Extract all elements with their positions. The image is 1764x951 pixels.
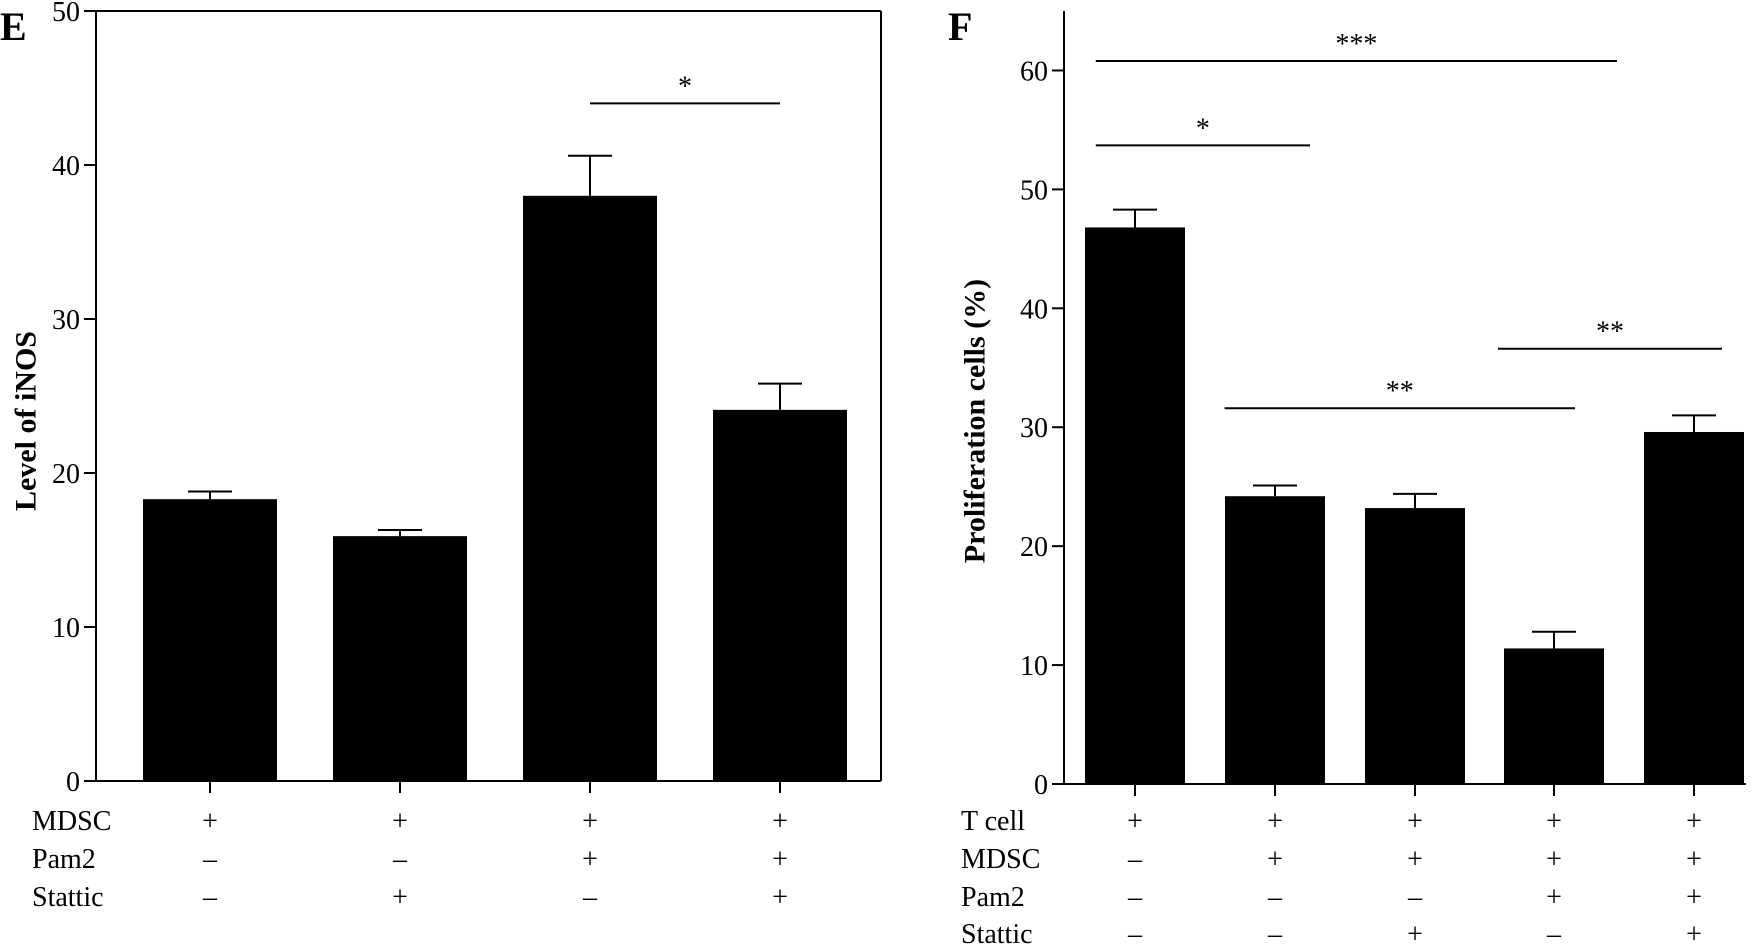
y-tick-label: 40 (1020, 294, 1048, 325)
condition-symbol: + (1546, 844, 1562, 875)
condition-symbol: – (202, 882, 218, 913)
y-tick-label: 10 (1020, 651, 1048, 682)
condition-symbol: + (772, 882, 788, 913)
condition-symbol: + (1407, 919, 1423, 950)
significance-label: ** (1596, 317, 1624, 348)
significance-label: ** (1386, 376, 1414, 407)
y-tick-label: 30 (1020, 413, 1048, 444)
y-tick-label: 10 (52, 613, 80, 644)
condition-symbol: – (1127, 919, 1143, 950)
y-tick-label: 20 (52, 459, 80, 490)
bar-1 (1085, 227, 1185, 784)
condition-symbol: + (1407, 806, 1423, 837)
panel-letter-f: F (948, 4, 972, 49)
bar-4 (713, 409, 847, 781)
condition-label-stattic: Stattic (961, 919, 1033, 950)
condition-symbol: – (1127, 844, 1143, 875)
bar-2 (333, 536, 467, 781)
condition-symbol: + (1546, 882, 1562, 913)
condition-symbol: + (1267, 806, 1283, 837)
condition-symbol: + (1686, 882, 1702, 913)
condition-symbol: + (1546, 806, 1562, 837)
condition-symbol: + (1686, 919, 1702, 950)
bar-2 (1225, 496, 1325, 784)
condition-label-pam2: Pam2 (961, 882, 1025, 913)
condition-label-mdsc: MDSC (32, 806, 111, 837)
y-axis-title: Proliferation cells (%) (959, 279, 992, 563)
significance-label: * (678, 71, 692, 102)
significance-label: * (1196, 113, 1210, 144)
condition-symbol: + (1686, 844, 1702, 875)
bar-3 (1365, 508, 1465, 784)
condition-symbol: + (1127, 806, 1143, 837)
y-axis-title: Level of iNOS (10, 331, 43, 511)
condition-label-stattic: Stattic (32, 882, 104, 913)
condition-symbol: – (202, 844, 218, 875)
y-tick-label: 30 (52, 305, 80, 336)
condition-symbol: + (202, 806, 218, 837)
y-tick-label: 40 (52, 151, 80, 182)
condition-symbol: + (772, 844, 788, 875)
condition-label-pam2: Pam2 (32, 844, 96, 875)
bar-1 (143, 499, 277, 781)
y-tick-label: 20 (1020, 532, 1048, 563)
bar-4 (1504, 648, 1604, 784)
y-tick-label: 50 (52, 0, 80, 28)
condition-symbol: – (1407, 882, 1423, 913)
condition-symbol: + (392, 882, 408, 913)
y-tick-label: 50 (1020, 175, 1048, 206)
condition-symbol: – (1267, 882, 1283, 913)
y-tick-label: 0 (66, 767, 80, 798)
bar-5 (1644, 431, 1744, 784)
y-tick-label: 0 (1034, 770, 1048, 801)
condition-label-t-cell: T cell (961, 806, 1025, 837)
bar-3 (523, 195, 657, 782)
condition-symbol: – (1127, 882, 1143, 913)
condition-symbol: + (1267, 844, 1283, 875)
significance-label: *** (1335, 29, 1377, 60)
condition-symbol: + (392, 806, 408, 837)
condition-symbol: – (1546, 919, 1562, 950)
condition-symbol: + (1686, 806, 1702, 837)
y-tick-label: 60 (1020, 56, 1048, 87)
condition-symbol: + (772, 806, 788, 837)
condition-symbol: + (1407, 844, 1423, 875)
condition-symbol: + (582, 806, 598, 837)
condition-symbol: – (1267, 919, 1283, 950)
condition-symbol: + (582, 844, 598, 875)
condition-symbol: – (392, 844, 408, 875)
condition-symbol: – (582, 882, 598, 913)
panel-letter-e: E (0, 4, 27, 49)
condition-label-mdsc: MDSC (961, 844, 1040, 875)
